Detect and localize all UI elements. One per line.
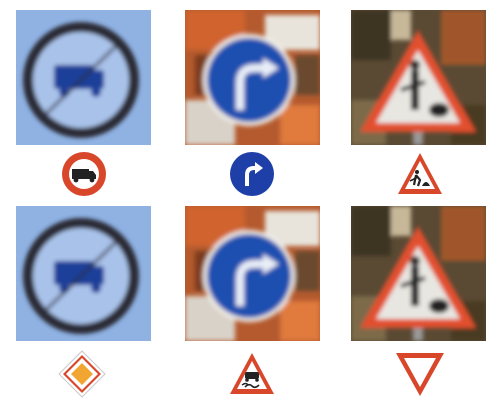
yield-icon [394,350,444,398]
road-works-icon [396,150,444,198]
priority-road-icon [58,350,106,398]
no-trucks-icon [60,150,108,198]
photo-no-trucks-sign [16,10,151,145]
photo-road-works-sign [351,10,486,145]
photo-no-trucks-sign [16,206,151,341]
photo-road-works-sign [351,206,486,341]
photo-turn-right-sign [185,206,320,341]
slippery-road-icon [228,350,276,398]
turn-right-icon [228,150,276,198]
photo-turn-right-sign [185,10,320,145]
